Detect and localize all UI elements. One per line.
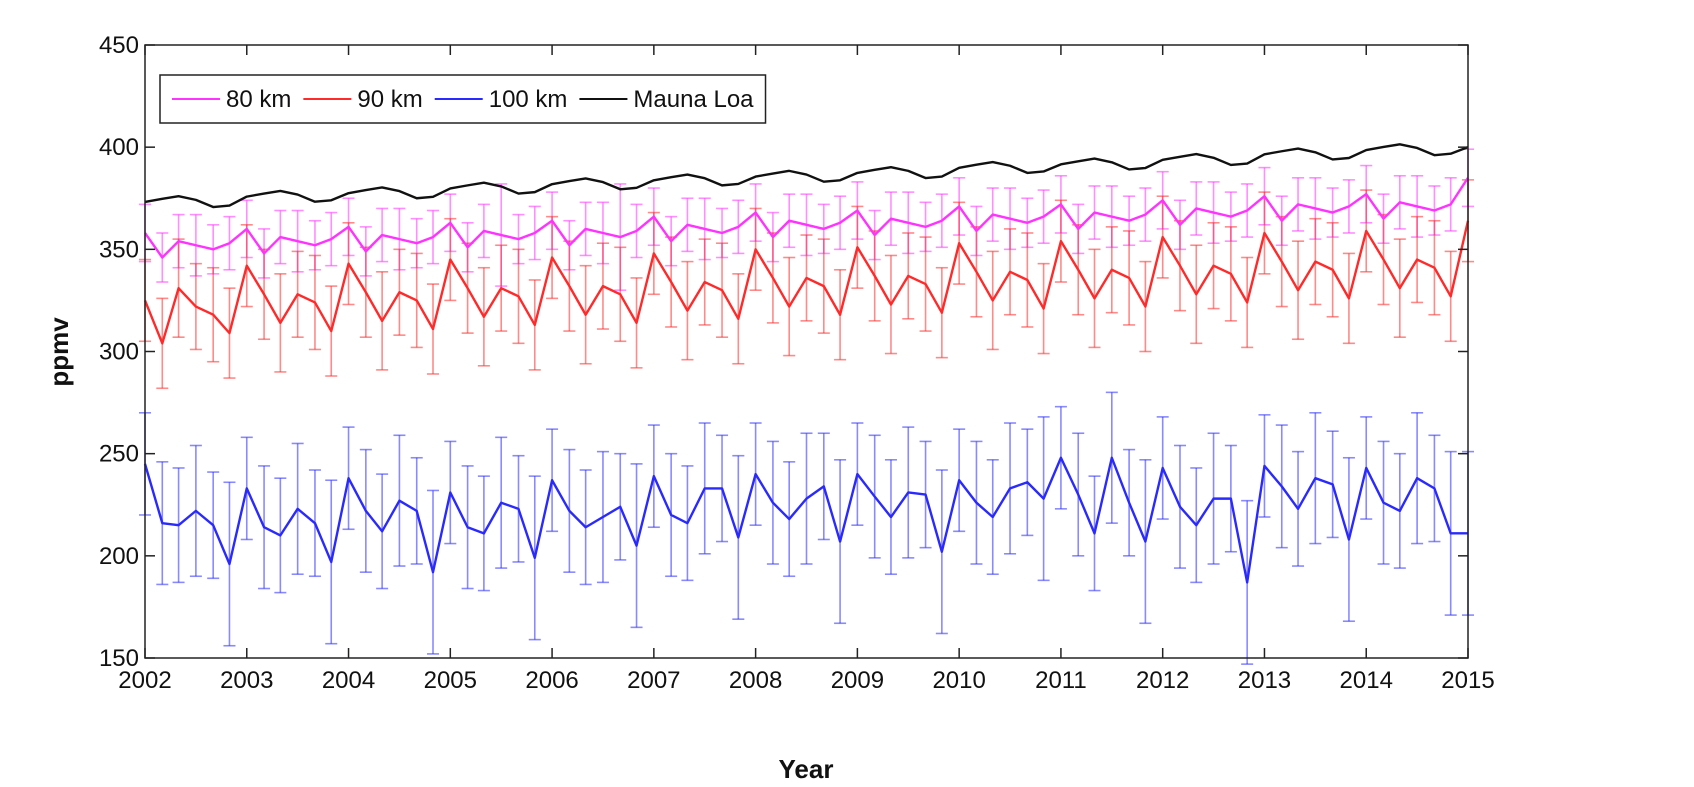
y-tick-label: 300 [99, 339, 139, 366]
series-line [144, 177, 1470, 259]
x-tick-label: 2012 [1136, 667, 1189, 694]
x-tick-label: 2004 [322, 667, 375, 694]
y-tick-label: 400 [99, 134, 139, 161]
x-tick-label: 2014 [1340, 667, 1393, 694]
x-tick-label: 2007 [627, 667, 680, 694]
x-tick-label: 2008 [729, 667, 782, 694]
x-tick-label: 2013 [1238, 667, 1291, 694]
x-tick-label: 2015 [1441, 667, 1494, 694]
legend-label: 100 km [489, 86, 568, 113]
y-tick-label: 150 [99, 645, 139, 672]
y-tick-label: 350 [99, 236, 139, 263]
x-tick-label: 2003 [220, 667, 273, 694]
x-tick-label: 2010 [932, 667, 985, 694]
x-tick-label: 2009 [831, 667, 884, 694]
y-tick-label: 200 [99, 543, 139, 570]
y-axis-label: ppmv [44, 317, 74, 387]
x-tick-label: 2011 [1035, 667, 1087, 694]
y-tick-label: 450 [99, 32, 139, 59]
series-line [143, 220, 1470, 345]
x-tick-label: 2006 [525, 667, 578, 694]
x-tick-label: 2002 [118, 667, 171, 694]
x-tick-label: 2005 [424, 667, 477, 694]
legend-label: 90 km [357, 86, 422, 113]
legend-label: 80 km [226, 86, 291, 113]
series-line [144, 143, 1469, 209]
legend-label: Mauna Loa [633, 86, 754, 113]
y-tick-label: 250 [99, 441, 139, 468]
series-line [143, 456, 1468, 584]
plot-frame [144, 44, 1469, 659]
x-axis-label: Year [779, 754, 834, 782]
